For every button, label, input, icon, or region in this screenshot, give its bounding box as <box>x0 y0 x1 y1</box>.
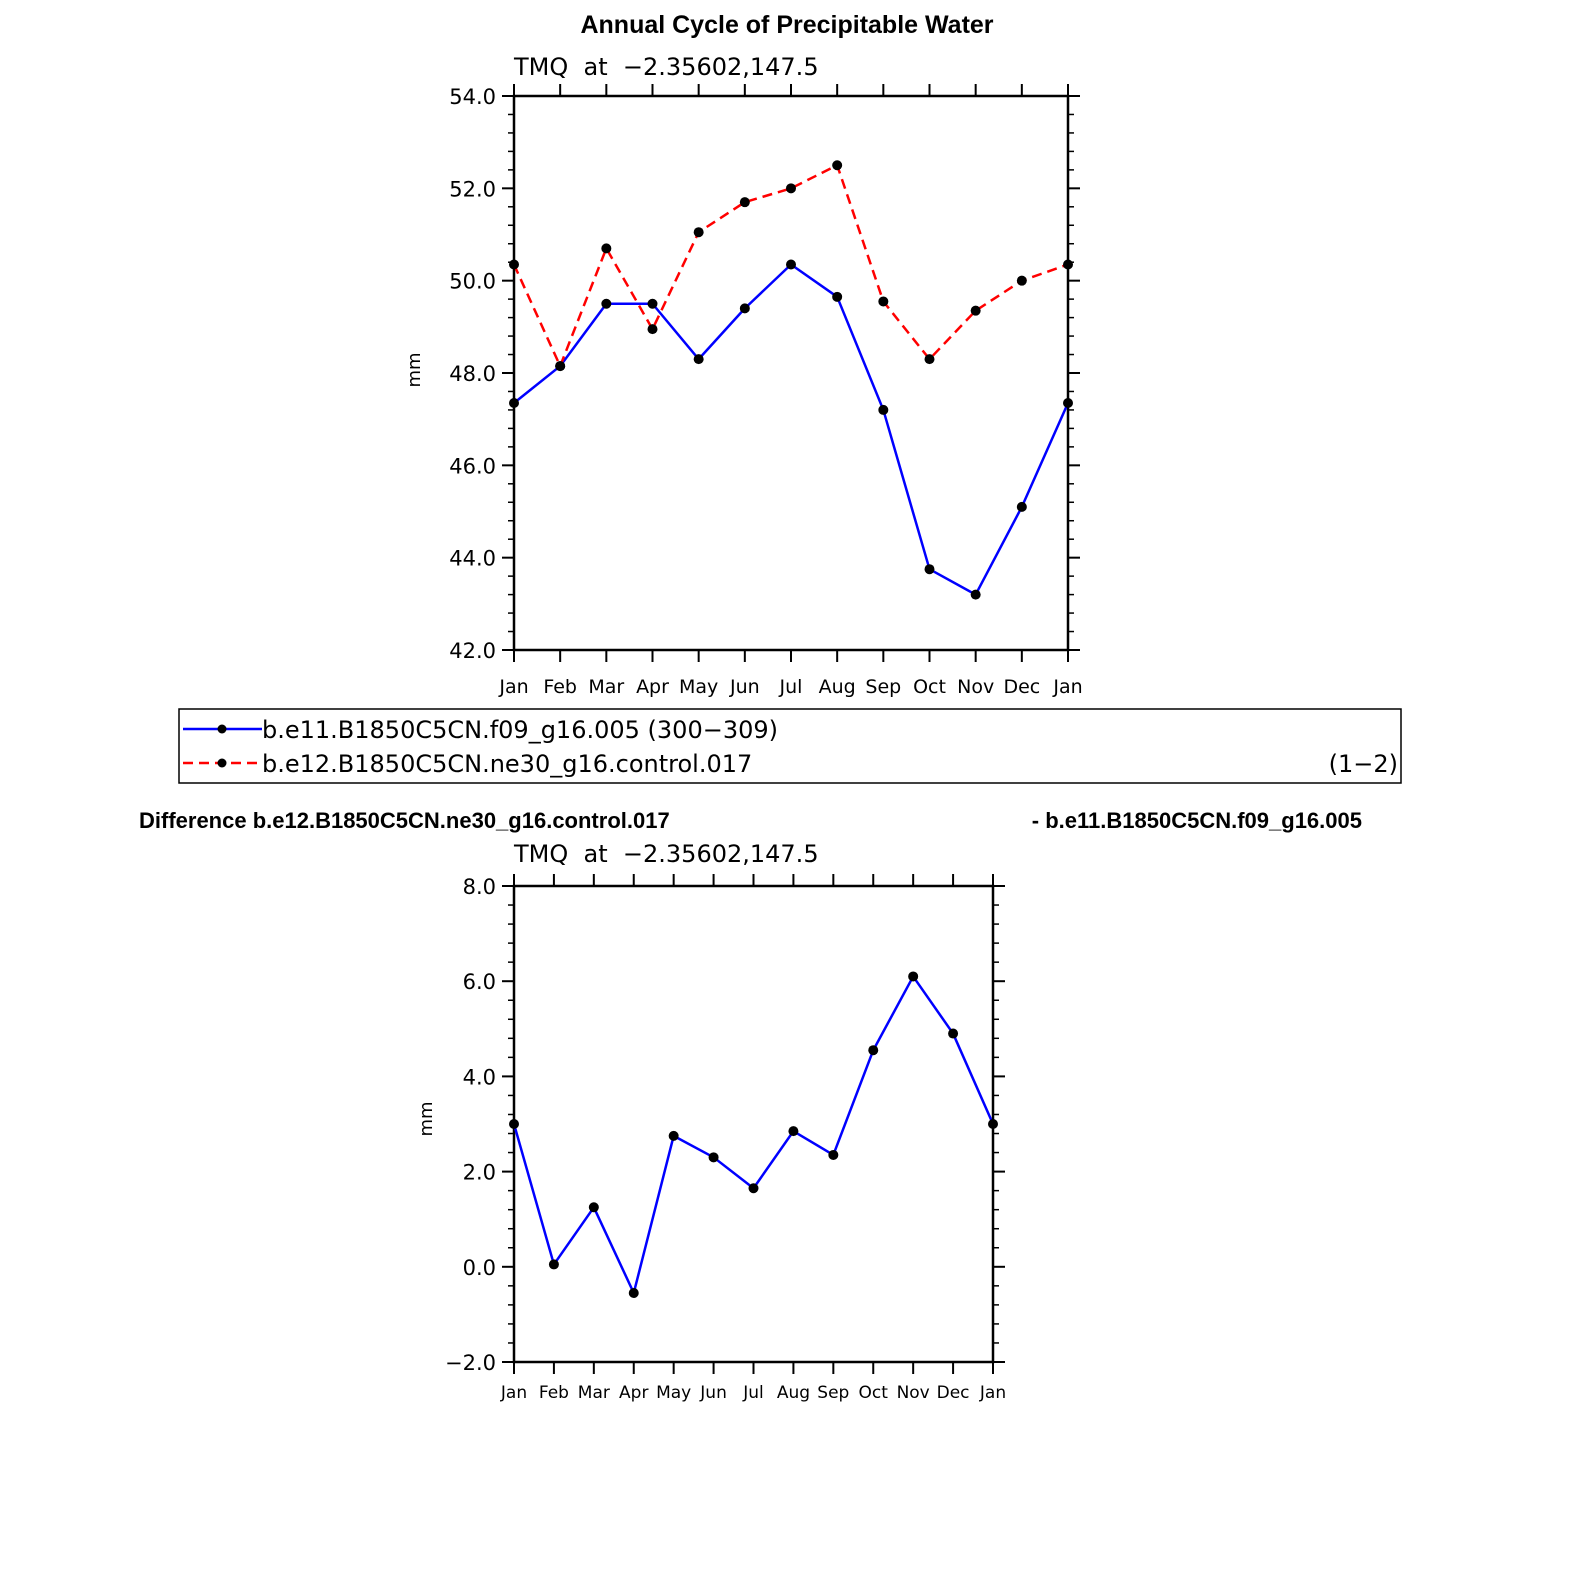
y-tick-label: 8.0 <box>463 875 496 899</box>
legend-marker-blue <box>217 724 227 734</box>
x-tick-label: Feb <box>543 676 577 698</box>
data-point <box>988 1119 998 1129</box>
x-tick-label: Oct <box>913 676 946 698</box>
data-point <box>832 291 843 302</box>
x-tick-label: Apr <box>619 1383 648 1403</box>
data-point <box>509 398 519 409</box>
x-tick-label: Dec <box>1003 676 1040 698</box>
legend-right-note: (1−2) <box>1329 750 1398 778</box>
data-point <box>970 589 981 600</box>
chart2-ylabel: mm <box>416 1101 437 1136</box>
x-tick-label: Jan <box>500 1383 527 1403</box>
difference-title-left: Difference b.e12.B1850C5CN.ne30_g16.cont… <box>139 808 670 833</box>
y-tick-label: 42.0 <box>449 639 496 663</box>
data-point <box>786 259 796 270</box>
x-tick-label: Jun <box>699 1383 727 1403</box>
data-point <box>739 197 750 208</box>
x-tick-label: Jan <box>1052 676 1082 698</box>
data-point <box>601 243 612 254</box>
x-tick-label: Jan <box>498 676 528 698</box>
data-point <box>1016 501 1027 512</box>
data-point <box>878 296 889 307</box>
data-point <box>970 305 981 316</box>
data-point <box>693 227 704 238</box>
data-point <box>509 259 519 270</box>
data-point <box>948 1028 959 1039</box>
legend: b.e11.B1850C5CN.f09_g16.005 (300−309) b.… <box>178 708 1402 784</box>
data-point <box>832 160 843 171</box>
y-tick-label: 50.0 <box>449 270 496 294</box>
x-tick-label: May <box>679 676 718 698</box>
legend-label-red: b.e12.B1850C5CN.ne30_g16.control.017 <box>262 750 752 778</box>
data-point <box>739 303 750 314</box>
y-tick-label: 2.0 <box>463 1161 496 1185</box>
y-tick-label: 6.0 <box>463 970 496 994</box>
y-tick-label: 54.0 <box>449 85 496 109</box>
data-point <box>1063 398 1073 409</box>
x-tick-label: Jul <box>742 1383 764 1403</box>
x-tick-label: Jun <box>729 676 760 698</box>
chart1-ylabel: mm <box>404 352 425 387</box>
y-tick-label: −2.0 <box>445 1351 496 1375</box>
data-point <box>588 1202 599 1213</box>
y-tick-label: 52.0 <box>449 177 496 201</box>
x-tick-label: Jul <box>779 676 803 698</box>
y-tick-label: 48.0 <box>449 362 496 386</box>
x-tick-label: Nov <box>957 676 994 698</box>
legend-marker-red <box>217 758 227 768</box>
y-tick-label: 46.0 <box>449 454 496 478</box>
data-point <box>647 298 658 309</box>
chart2-frame <box>512 884 995 1364</box>
data-point <box>828 1149 839 1160</box>
x-tick-label: Feb <box>539 1383 569 1403</box>
y-tick-label: 4.0 <box>463 1065 496 1089</box>
x-tick-label: Nov <box>897 1383 930 1403</box>
chart1-frame <box>512 94 1070 652</box>
series-line-blue <box>512 975 995 1295</box>
data-point <box>693 354 704 365</box>
x-tick-label: Jan <box>979 1383 1006 1403</box>
data-point <box>509 1119 519 1129</box>
x-tick-label: May <box>656 1383 691 1403</box>
x-tick-label: Aug <box>819 676 856 698</box>
figure-title: Annual Cycle of Precipitable Water <box>580 11 993 39</box>
data-point <box>924 354 935 365</box>
legend-box <box>178 708 1402 784</box>
x-tick-label: Sep <box>865 676 901 698</box>
data-point <box>548 1259 559 1270</box>
x-tick-label: Mar <box>588 676 624 698</box>
chart-difference: TMQ at −2.35602,147.5 mm −2.0 0.0 2.0 4.0 6.… <box>416 840 1006 1403</box>
data-point <box>628 1287 639 1298</box>
data-point <box>748 1183 759 1194</box>
chart1-subtitle: TMQ at −2.35602,147.5 <box>513 53 819 81</box>
x-tick-label: Sep <box>817 1383 849 1403</box>
data-point <box>924 564 935 575</box>
x-tick-label: Oct <box>859 1383 889 1403</box>
y-tick-label: 0.0 <box>463 1256 496 1280</box>
data-point <box>647 324 658 335</box>
data-point <box>601 298 612 309</box>
data-point <box>788 1126 799 1137</box>
x-tick-label: Aug <box>777 1383 810 1403</box>
data-point <box>868 1045 879 1056</box>
difference-title-right: - b.e11.B1850C5CN.f09_g16.005 <box>1032 808 1362 833</box>
x-tick-label: Apr <box>636 676 669 698</box>
x-tick-label: Mar <box>578 1383 610 1403</box>
data-point <box>878 404 889 415</box>
data-point <box>1016 275 1027 286</box>
data-point <box>555 361 566 372</box>
chart2-subtitle: TMQ at −2.35602,147.5 <box>513 840 819 868</box>
data-point <box>908 971 919 982</box>
chart-annual-cycle: TMQ at −2.35602,147.5 mm 42.0 44.0 46.0 48.… <box>404 53 1083 698</box>
data-point <box>708 1152 719 1163</box>
y-tick-label: 44.0 <box>449 547 496 571</box>
data-point <box>1063 259 1073 270</box>
data-point <box>786 183 796 194</box>
data-point <box>668 1130 679 1141</box>
legend-label-blue: b.e11.B1850C5CN.f09_g16.005 (300−309) <box>262 716 778 744</box>
x-tick-label: Dec <box>937 1383 970 1403</box>
series-line-blue <box>513 263 1070 596</box>
